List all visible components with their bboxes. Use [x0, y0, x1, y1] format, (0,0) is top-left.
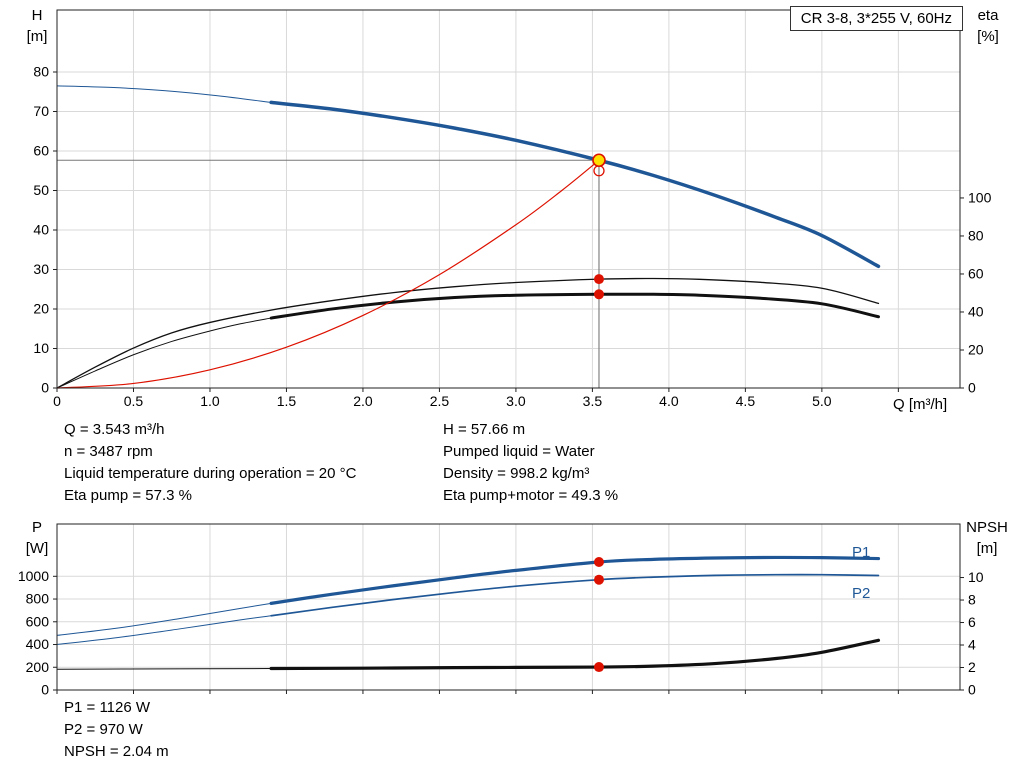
left-tick-label: 30 — [33, 261, 49, 277]
p1-curve-thin — [56, 602, 272, 636]
annotation-eta-pump-motor: Eta pump+motor = 49.3 % — [443, 487, 619, 504]
annotation-eta-pump: Eta pump = 57.3 % — [64, 487, 192, 504]
duty-point-marker — [592, 153, 606, 168]
right-tick-label: 8 — [968, 592, 976, 608]
eta-axis-symbol: eta — [977, 7, 999, 24]
npsh-curve — [269, 638, 881, 671]
left-tick-label: 40 — [33, 222, 49, 238]
left-tick-label: 0 — [41, 682, 49, 697]
duty-annotations-right: H = 57.66 m Pumped liquid = Water Densit… — [443, 419, 618, 507]
duty-value-dot — [593, 556, 604, 567]
right-tick-label: 0 — [968, 380, 976, 396]
p2-curve — [270, 573, 880, 617]
right-tick-label: 10 — [968, 569, 984, 585]
annotation-density: Density = 998.2 kg/m³ — [443, 465, 590, 482]
left-tick-label: 80 — [33, 64, 49, 80]
x-tick-label: 2.5 — [430, 393, 450, 409]
right-tick-label: 60 — [968, 265, 984, 281]
duty-value-dot — [593, 574, 604, 585]
plot-border — [56, 523, 961, 691]
right-tick-label: 6 — [968, 614, 976, 630]
annotation-pumped-liquid: Pumped liquid = Water — [443, 443, 595, 460]
x-tick-label: 5.0 — [812, 393, 832, 409]
right-tick-label: 2 — [968, 659, 976, 675]
power-annotations: P1 = 1126 W P2 = 970 W NPSH = 2.04 m — [64, 697, 169, 763]
eta-pump-curve — [56, 277, 880, 389]
x-tick-label: 4.0 — [659, 393, 679, 409]
left-tick-label: 1000 — [18, 568, 49, 584]
right-tick-label: 100 — [968, 189, 992, 205]
right-tick-label: 0 — [968, 682, 976, 697]
p-axis-label: P [W] — [16, 517, 58, 559]
h-axis-label: H [m] — [16, 5, 58, 47]
annotation-head: H = 57.66 m — [443, 421, 526, 438]
p2-curve-thin — [56, 615, 272, 646]
right-tick-label: 40 — [968, 303, 984, 319]
duty-annotations-left: Q = 3.543 m³/h n = 3487 rpm Liquid tempe… — [64, 419, 356, 507]
p1-curve-label: P1 — [852, 544, 871, 561]
duty-value-dot — [593, 662, 604, 673]
left-tick-label: 400 — [26, 636, 50, 652]
left-tick-label: 600 — [26, 613, 50, 629]
right-tick-label: 4 — [968, 637, 976, 653]
x-tick-label: 2.0 — [353, 393, 373, 409]
annotation-liquid-temperature: Liquid temperature during operation = 20… — [64, 465, 357, 482]
npsh-axis-unit: [m] — [976, 540, 998, 557]
duty-value-dot — [593, 274, 604, 285]
left-tick-label: 50 — [33, 182, 49, 198]
p-axis-unit: [W] — [25, 540, 49, 557]
annotation-p1: P1 = 1126 W — [64, 699, 151, 716]
system-curve — [56, 159, 600, 389]
p1-curve — [269, 555, 881, 605]
q-axis-label: Q [m³/h] — [893, 396, 948, 413]
left-tick-label: 20 — [33, 301, 49, 317]
x-tick-label: 0.5 — [124, 393, 144, 409]
h-axis-symbol: H — [31, 7, 43, 24]
h-axis-unit: [m] — [26, 28, 48, 45]
left-tick-label: 60 — [33, 143, 49, 159]
x-tick-label: 1.0 — [200, 393, 220, 409]
x-tick-label: 3.0 — [506, 393, 526, 409]
hq-chart-svg: 0 0.5 1.0 1.5 2.0 2.5 3.0 3.5 4.0 4.5 5.0 0 10 20 30 40… — [33, 9, 992, 409]
x-tick-label: 3.5 — [583, 393, 603, 409]
right-tick-label: 80 — [968, 227, 984, 243]
eta-axis-label: eta [%] — [962, 5, 1014, 47]
npsh-axis-symbol: NPSH — [966, 519, 1008, 536]
eta-total-curve — [269, 292, 880, 320]
left-tick-label: 10 — [33, 340, 49, 356]
x-tick-label: 4.5 — [736, 393, 756, 409]
duty-value-dot — [593, 289, 604, 300]
plot-border — [56, 9, 961, 389]
p-axis-symbol: P — [31, 519, 42, 536]
annotation-flow: Q = 3.543 m³/h — [64, 421, 165, 438]
qh-curve-thin — [56, 85, 272, 103]
eta-axis-unit: [%] — [977, 28, 999, 45]
left-tick-label: 70 — [33, 103, 49, 119]
qh-curve — [269, 100, 881, 269]
pump-model-box: CR 3-8, 3*255 V, 60Hz — [789, 6, 963, 31]
power-npsh-chart-svg: 0 200 400 600 800 1000 0 2 4 6 8 10 — [18, 523, 984, 697]
annotation-speed: n = 3487 rpm — [64, 443, 153, 460]
annotation-npsh: NPSH = 2.04 m — [64, 743, 169, 760]
left-tick-label: 0 — [41, 380, 49, 396]
eta-total-curve-thin — [56, 317, 272, 389]
left-tick-label: 200 — [26, 659, 50, 675]
x-tick-label: 0 — [53, 393, 61, 409]
npsh-curve-thin — [56, 668, 272, 670]
p2-curve-label: P2 — [852, 585, 871, 602]
left-tick-label: 800 — [26, 591, 50, 607]
annotation-p2: P2 = 970 W — [64, 721, 143, 738]
x-tick-label: 1.5 — [277, 393, 297, 409]
right-tick-label: 20 — [968, 341, 984, 357]
npsh-axis-label: NPSH [m] — [956, 517, 1018, 559]
